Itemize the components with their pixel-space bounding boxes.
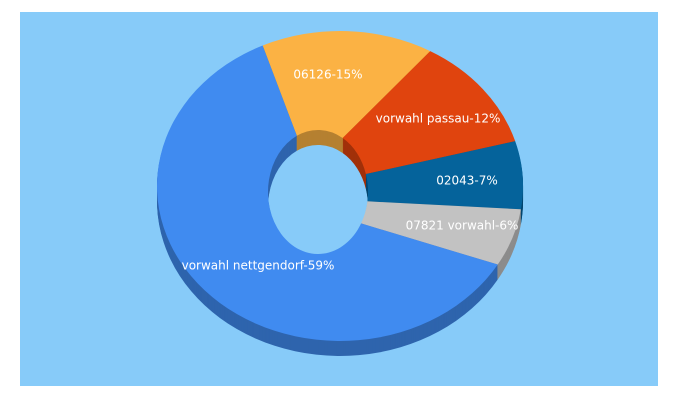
slice-label: 07821 vorwahl-6%	[406, 219, 519, 233]
slice	[262, 31, 431, 139]
slice	[342, 51, 516, 175]
slice-label: vorwahl nettgendorf-59%	[182, 259, 335, 273]
slice	[361, 201, 521, 265]
slice	[365, 141, 523, 210]
slice-label: vorwahl passau-12%	[376, 112, 501, 126]
slice	[156, 45, 498, 342]
slice-label: 06126-15%	[293, 68, 362, 82]
slice-label: 02043-7%	[436, 174, 498, 188]
